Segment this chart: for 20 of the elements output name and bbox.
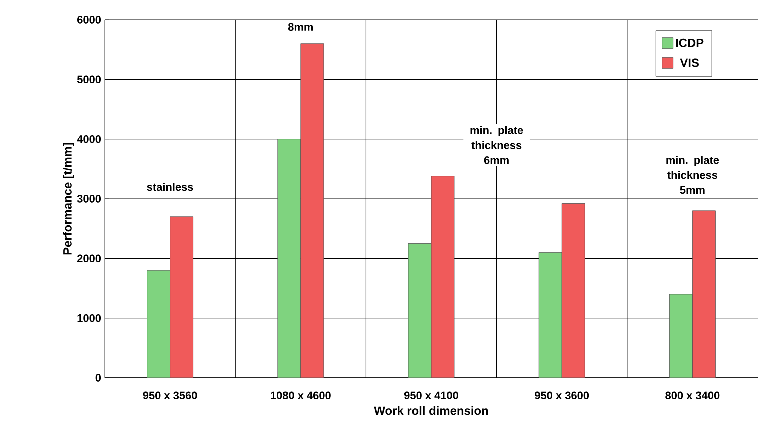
y-tick-label: 2000 — [77, 254, 102, 263]
x-tick-label: 950 x 3600 — [535, 392, 590, 400]
y-tick-label: 4000 — [77, 135, 102, 144]
x-axis-title: Work roll dimension — [374, 406, 488, 416]
x-tick-label: 950 x 4100 — [404, 392, 458, 400]
y-tick-label: 1000 — [78, 314, 102, 322]
y-axis-title: Performance [t/mm] — [63, 143, 74, 255]
y-tick-label: 5000 — [77, 76, 102, 84]
x-tick-label: 1080 x 4600 — [271, 392, 331, 400]
annotation: min. plate thickness 6mm — [470, 126, 524, 164]
legend-label: VIS — [680, 58, 699, 68]
annotation: stainless — [147, 183, 194, 192]
y-tick-label: 6000 — [78, 16, 102, 24]
x-tick-label: 800 x 3400 — [666, 392, 720, 400]
y-tick-label: 3000 — [77, 195, 102, 203]
x-tick-label: 950 x 3560 — [143, 392, 198, 400]
legend-label: ICDP — [676, 38, 704, 48]
y-tick-label: 0 — [96, 374, 102, 382]
annotation: min. plate thickness 5mm — [666, 156, 720, 194]
annotation: 8mm — [288, 23, 314, 32]
